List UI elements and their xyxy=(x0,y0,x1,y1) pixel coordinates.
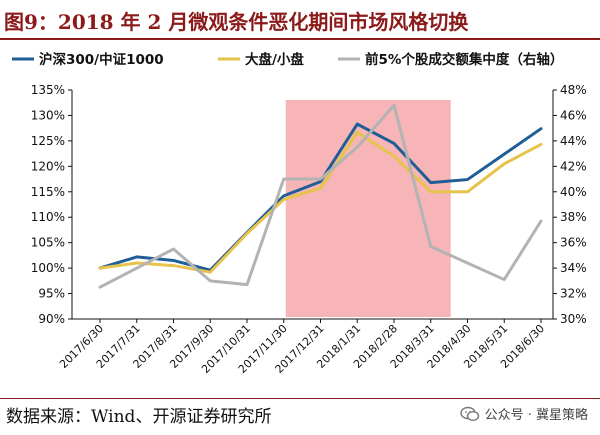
left-tick-label: 125% xyxy=(31,134,65,148)
wechat-icon xyxy=(459,406,479,421)
right-tick-label: 46% xyxy=(560,108,587,122)
legend-label-3: 前5%个股成交额集中度（右轴） xyxy=(365,51,563,68)
legend-label-2: 大盘/小盘 xyxy=(245,51,304,68)
left-tick-label: 110% xyxy=(31,210,65,224)
watermark: 公众号 · 冀星策略 xyxy=(459,404,588,423)
series-line-2 xyxy=(98,130,543,274)
series-line-3 xyxy=(98,103,543,289)
right-tick-label: 36% xyxy=(560,236,587,250)
figure-title: 图9：2018 年 2 月微观条件恶化期间市场风格切换 xyxy=(4,10,469,34)
right-tick-label: 32% xyxy=(560,287,587,301)
right-tick-label: 38% xyxy=(560,210,587,224)
left-tick-label: 135% xyxy=(31,83,65,97)
legend-label-1: 沪深300/中证1000 xyxy=(39,51,164,68)
left-tick-label: 120% xyxy=(31,159,65,173)
right-tick-label: 40% xyxy=(560,185,587,199)
right-tick-label: 44% xyxy=(560,134,587,148)
footer-rule xyxy=(0,398,600,399)
left-tick-label: 100% xyxy=(31,261,65,275)
left-tick-label: 130% xyxy=(31,108,65,122)
series-line-1 xyxy=(98,122,543,272)
left-tick-label: 115% xyxy=(31,185,65,199)
right-tick-label: 48% xyxy=(560,83,587,97)
left-tick-label: 105% xyxy=(31,236,65,250)
chart: 90% 95% 100% 105% 110% 115% 120% 125% 130% 135% 30… xyxy=(12,51,587,376)
left-tick-label: 90% xyxy=(38,312,65,326)
watermark-text: 公众号 · 冀星策略 xyxy=(484,408,588,423)
left-tick-label: 95% xyxy=(38,287,65,301)
right-tick-label: 42% xyxy=(560,159,587,173)
right-tick-label: 34% xyxy=(560,261,587,275)
source-note: 数据来源：Wind、开源证券研究所 xyxy=(6,407,272,427)
title-rule xyxy=(0,38,600,40)
right-tick-label: 30% xyxy=(560,312,587,326)
